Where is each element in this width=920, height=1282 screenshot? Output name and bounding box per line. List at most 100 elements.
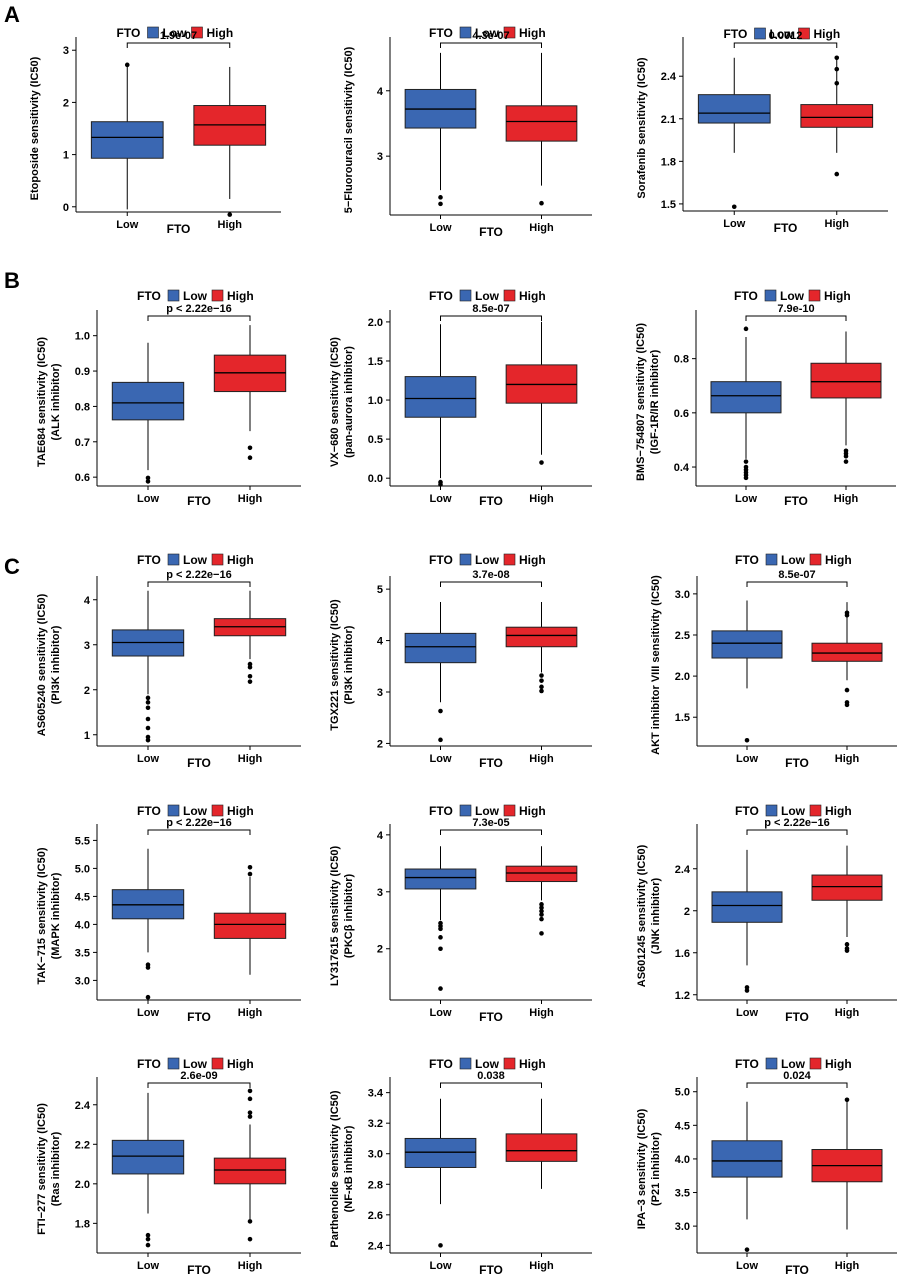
y-tick-label: 2 <box>377 944 383 956</box>
box-high <box>811 602 883 708</box>
outlier-point <box>145 965 151 970</box>
y-tick-label: 2.0 <box>675 671 690 683</box>
chart-13: 1.8 2.0 2.2 2.4 Low High FTO FTI−277 sensitivit… <box>36 1057 301 1277</box>
p-value-label: p < 2.22e−16 <box>166 817 231 829</box>
outlier-point <box>145 734 151 740</box>
legend-swatch-low <box>765 1057 778 1070</box>
y-axis-label: (JNK inhibitor) <box>650 877 662 954</box>
y-tick-label: 1.8 <box>75 1218 90 1230</box>
box-high <box>810 331 882 464</box>
legend: FTO Low High <box>724 27 841 41</box>
significance-bracket <box>746 829 848 835</box>
y-axis-label: 5−Fluorouracil sensitivity (IC50) <box>343 46 355 213</box>
x-tick-label-low: Low <box>736 1007 758 1019</box>
box-low <box>90 62 164 210</box>
legend: FTO Low High <box>117 26 234 40</box>
y-axis-label: (Ras inhibitor) <box>50 1131 62 1206</box>
box-body <box>404 868 477 890</box>
legend: FTO Low High <box>137 804 254 818</box>
box-low <box>404 1098 477 1248</box>
y-tick-label: 0.9 <box>75 366 90 378</box>
legend-label-high: High <box>519 289 546 303</box>
outlier-point <box>145 1236 151 1242</box>
y-tick-label: 0.0 <box>368 473 383 485</box>
box-high <box>213 864 287 975</box>
x-axis-label: FTO <box>479 225 503 239</box>
x-tick-label-low: Low <box>736 1260 758 1272</box>
legend-swatch-low <box>459 1057 472 1070</box>
legend-title: FTO <box>137 553 161 567</box>
x-axis-label: FTO <box>479 1010 503 1024</box>
legend-swatch-low <box>147 26 159 39</box>
legend-swatch-high <box>503 26 516 39</box>
outlier-point <box>247 445 253 451</box>
box-body <box>505 865 578 883</box>
box-low <box>111 1092 185 1248</box>
p-value-label: 8.5e-07 <box>472 303 509 315</box>
legend-label-low: Low <box>475 289 500 303</box>
legend-swatch-high <box>798 27 810 40</box>
box-body <box>404 376 477 418</box>
y-tick-label: 2 <box>63 97 69 109</box>
y-tick-label: 3.5 <box>75 947 90 959</box>
box-high <box>505 846 578 936</box>
legend-label-high: High <box>227 804 254 818</box>
outlier-point <box>834 55 840 61</box>
outlier-point <box>539 688 544 694</box>
x-axis-label: FTO <box>479 1263 503 1277</box>
outlier-point <box>247 871 253 877</box>
box-body <box>111 1139 185 1175</box>
y-tick-label: 4 <box>377 86 384 98</box>
outlier-point <box>539 902 544 907</box>
box-high <box>193 66 267 217</box>
outlier-point <box>539 905 544 911</box>
outlier-point <box>247 679 253 684</box>
x-axis-label: FTO <box>187 494 211 508</box>
y-axis-label: LY317615 sensitivity (IC50) <box>329 846 341 987</box>
p-value-label: 0.038 <box>477 1070 505 1082</box>
x-tick-label-low: Low <box>430 1007 452 1019</box>
legend-swatch-high <box>503 1057 516 1070</box>
legend-label-low: Low <box>475 553 500 567</box>
y-tick-label: 4.0 <box>75 919 90 931</box>
y-tick-label: 2 <box>684 906 690 918</box>
y-tick-label: 2.1 <box>661 114 676 126</box>
chart-4: 0.6 0.7 0.8 0.9 1.0 Low High FTO TAE684 sensitiv… <box>36 289 301 508</box>
significance-bracket <box>440 829 542 835</box>
legend-label-low: Low <box>780 289 805 303</box>
p-value-label: 1.9e-07 <box>160 30 197 42</box>
outlier-point <box>438 1243 443 1248</box>
significance-bracket <box>147 829 251 835</box>
y-tick-label: 2.4 <box>675 864 691 876</box>
p-value-label: 7.9e-10 <box>777 303 814 315</box>
legend-title: FTO <box>117 26 141 40</box>
legend-label-high: High <box>519 1057 546 1071</box>
legend-swatch-high <box>809 1057 822 1070</box>
y-tick-label: 4.5 <box>675 1120 690 1132</box>
y-tick-label: 0.6 <box>75 472 90 484</box>
box-body <box>505 105 578 142</box>
box-body <box>710 381 782 414</box>
y-tick-label: 0.5 <box>368 434 383 446</box>
y-tick-label: 1.0 <box>75 331 90 343</box>
outlier-point <box>145 475 151 481</box>
box-low <box>404 602 477 743</box>
x-axis-label: FTO <box>167 222 191 236</box>
legend-swatch-high <box>809 804 822 817</box>
outlier-point <box>438 737 443 743</box>
y-axis-label: Etoposide sensitivity (IC50) <box>29 56 41 200</box>
legend-swatch-high <box>503 553 516 566</box>
y-axis-label: (pan-aurora inhibitor) <box>343 346 355 458</box>
box-low <box>697 57 771 210</box>
x-axis-label: FTO <box>479 756 503 770</box>
outlier-point <box>145 725 151 731</box>
x-tick-label-high: High <box>529 493 554 505</box>
y-tick-label: 3.4 <box>368 1088 384 1100</box>
box-low <box>111 590 185 743</box>
outlier-point <box>247 1219 253 1224</box>
outlier-point <box>145 695 151 701</box>
outlier-point <box>539 916 544 922</box>
y-tick-label: 1 <box>84 730 90 742</box>
box-body <box>800 104 874 128</box>
legend-label-low: Low <box>183 553 208 567</box>
